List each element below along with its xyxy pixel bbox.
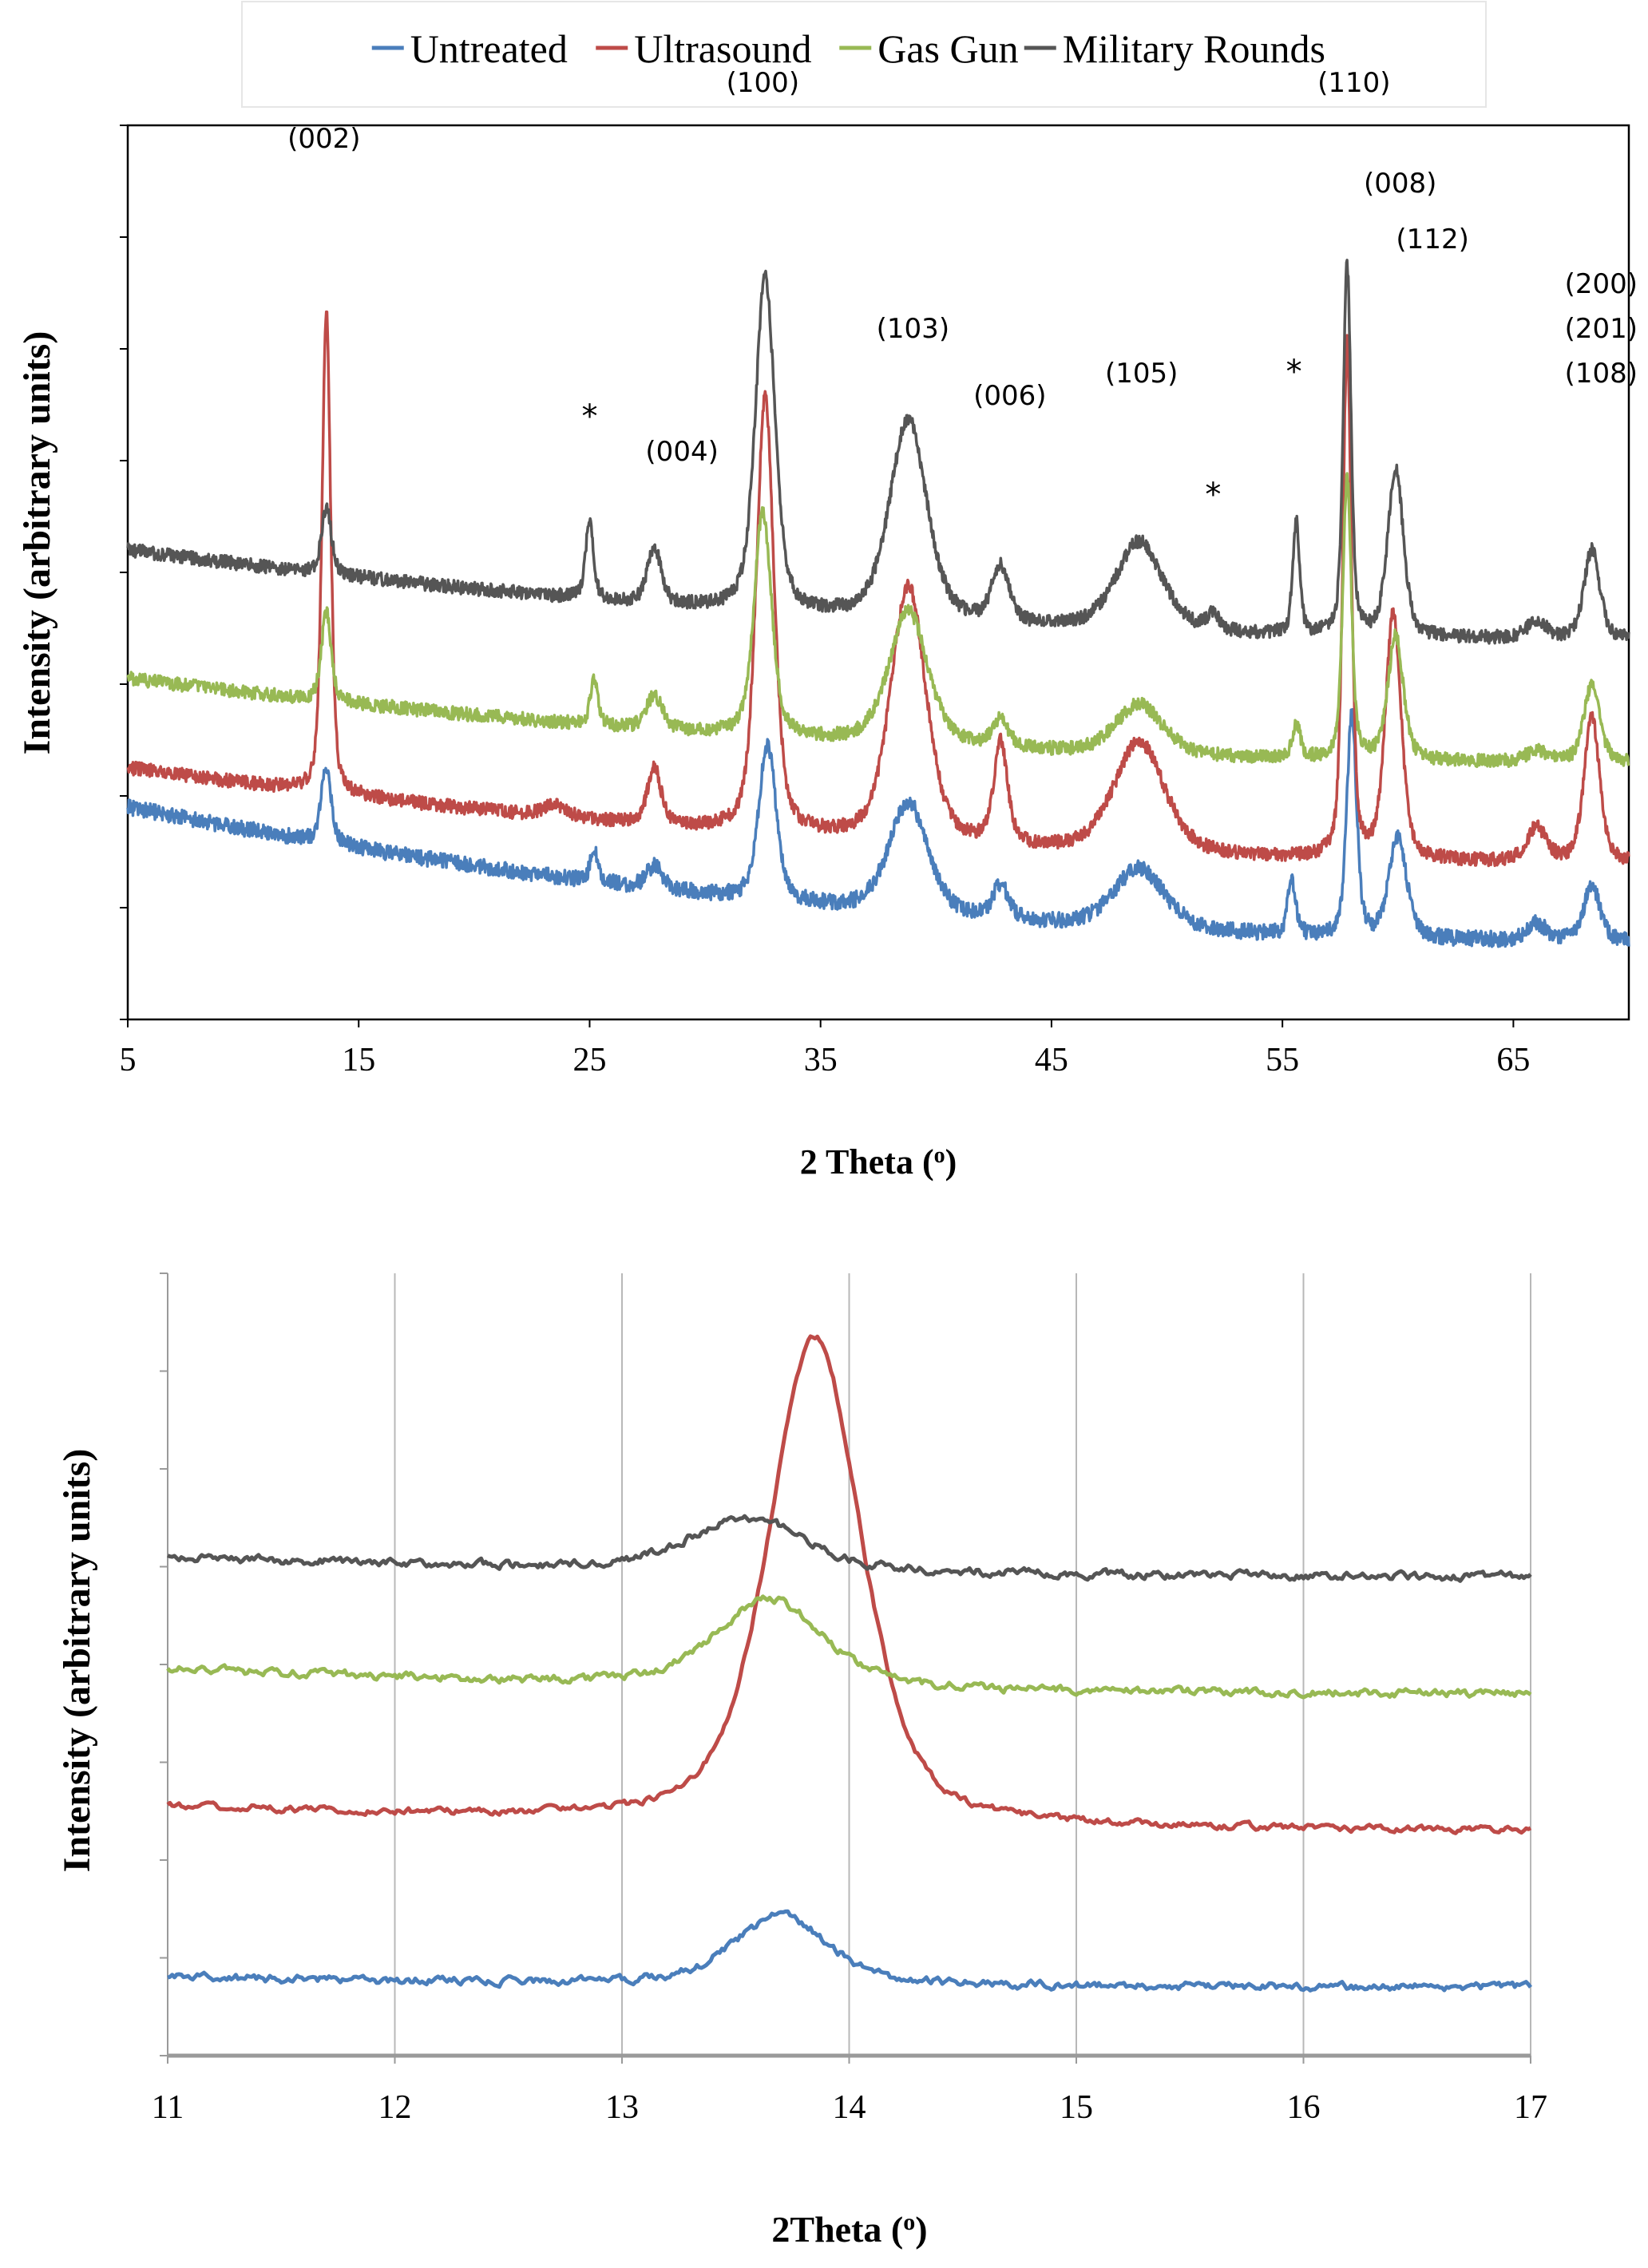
x-axis-label: 2Theta (o)	[771, 2209, 927, 2250]
xrd-002-zoom-chart: 11 12 13 14 15 16 17 2Theta (o) Intensity (arb…	[56, 1273, 1547, 2250]
legend-label: Military Rounds	[1063, 26, 1325, 71]
x-tick-label: 55	[1266, 1042, 1299, 1079]
series-line-untreated	[126, 707, 1630, 948]
miller-index-label: (112)	[1396, 224, 1468, 255]
x-tick-label: 15	[1060, 2089, 1093, 2126]
miller-index-label: (100)	[727, 67, 799, 99]
legend-label: Untreated	[410, 26, 568, 71]
series-line-military-rounds	[126, 259, 1630, 645]
series-line-gas-gun	[166, 1594, 1532, 1700]
x-tick-label: 16	[1287, 2089, 1321, 2126]
x-tick-label: 35	[804, 1042, 838, 1079]
miller-index-label: (108)	[1565, 358, 1638, 390]
gridlines	[394, 1273, 1531, 2056]
series-lines	[166, 1334, 1533, 1993]
miller-index-label: (110)	[1317, 67, 1390, 99]
x-tick-label: 11	[152, 2089, 184, 2126]
peak-annotations: (002) * (004) (100) (103) (006) (105) * * (110) (0…	[287, 67, 1638, 513]
y-axis-label: Intensity (arbitrary units)	[16, 331, 58, 755]
y-axis-label: Intensity (arbitrary units)	[56, 1449, 98, 1873]
x-tick-label: 65	[1496, 1042, 1530, 1079]
legend-label: Ultrasound	[634, 26, 811, 71]
x-tick-label: 17	[1514, 2089, 1547, 2126]
x-tick-label: 25	[572, 1042, 606, 1079]
x-axis-ticks: 11 12 13 14 15 16 17	[152, 2056, 1547, 2126]
legend-item-military-rounds: Military Rounds	[1024, 26, 1325, 71]
miller-index-label: (002)	[287, 123, 360, 155]
legend-label: Gas Gun	[877, 26, 1018, 71]
legend-item-ultrasound: Ultrasound	[596, 26, 811, 71]
impurity-marker: *	[1205, 477, 1221, 513]
x-tick-label: 15	[342, 1042, 375, 1079]
miller-index-label: (201)	[1565, 313, 1638, 345]
y-axis-ticks	[160, 1273, 168, 2056]
miller-index-label: (008)	[1364, 168, 1436, 200]
miller-index-label: (006)	[973, 380, 1046, 412]
legend-item-gas-gun: Gas Gun	[839, 26, 1019, 71]
x-tick-label: 14	[833, 2089, 866, 2126]
series-line-gas-gun	[126, 472, 1630, 769]
series-line-untreated	[167, 1909, 1533, 1993]
miller-index-label: (004)	[645, 436, 718, 468]
miller-index-label: (103)	[877, 313, 949, 345]
miller-index-label: (105)	[1105, 358, 1178, 390]
series-line-ultrasound	[166, 1334, 1532, 1835]
x-tick-label: 5	[120, 1042, 137, 1079]
x-tick-label: 13	[605, 2089, 639, 2126]
legend-box	[241, 1, 1487, 108]
xrd-full-pattern-chart: 5 15 25 35 45 55 65 (002) * (004) (100) (103) (006)…	[16, 67, 1638, 1181]
y-axis-ticks	[120, 125, 128, 1020]
series-line-military-rounds	[167, 1514, 1532, 1583]
x-tick-label: 45	[1035, 1042, 1068, 1079]
x-axis-label: 2 Theta (o)	[800, 1142, 957, 1181]
miller-index-label: (200)	[1565, 268, 1638, 300]
legend-item-untreated: Untreated	[371, 26, 568, 71]
series-line-ultrasound	[126, 310, 1630, 868]
series-lines	[126, 259, 1630, 948]
impurity-marker: *	[1286, 354, 1302, 390]
x-tick-label: 12	[378, 2089, 412, 2126]
impurity-marker: *	[581, 398, 597, 435]
x-axis-ticks: 5 15 25 35 45 55 65	[120, 1019, 1530, 1079]
legend: Untreated Ultrasound Gas Gun Military Round…	[241, 1, 1487, 108]
